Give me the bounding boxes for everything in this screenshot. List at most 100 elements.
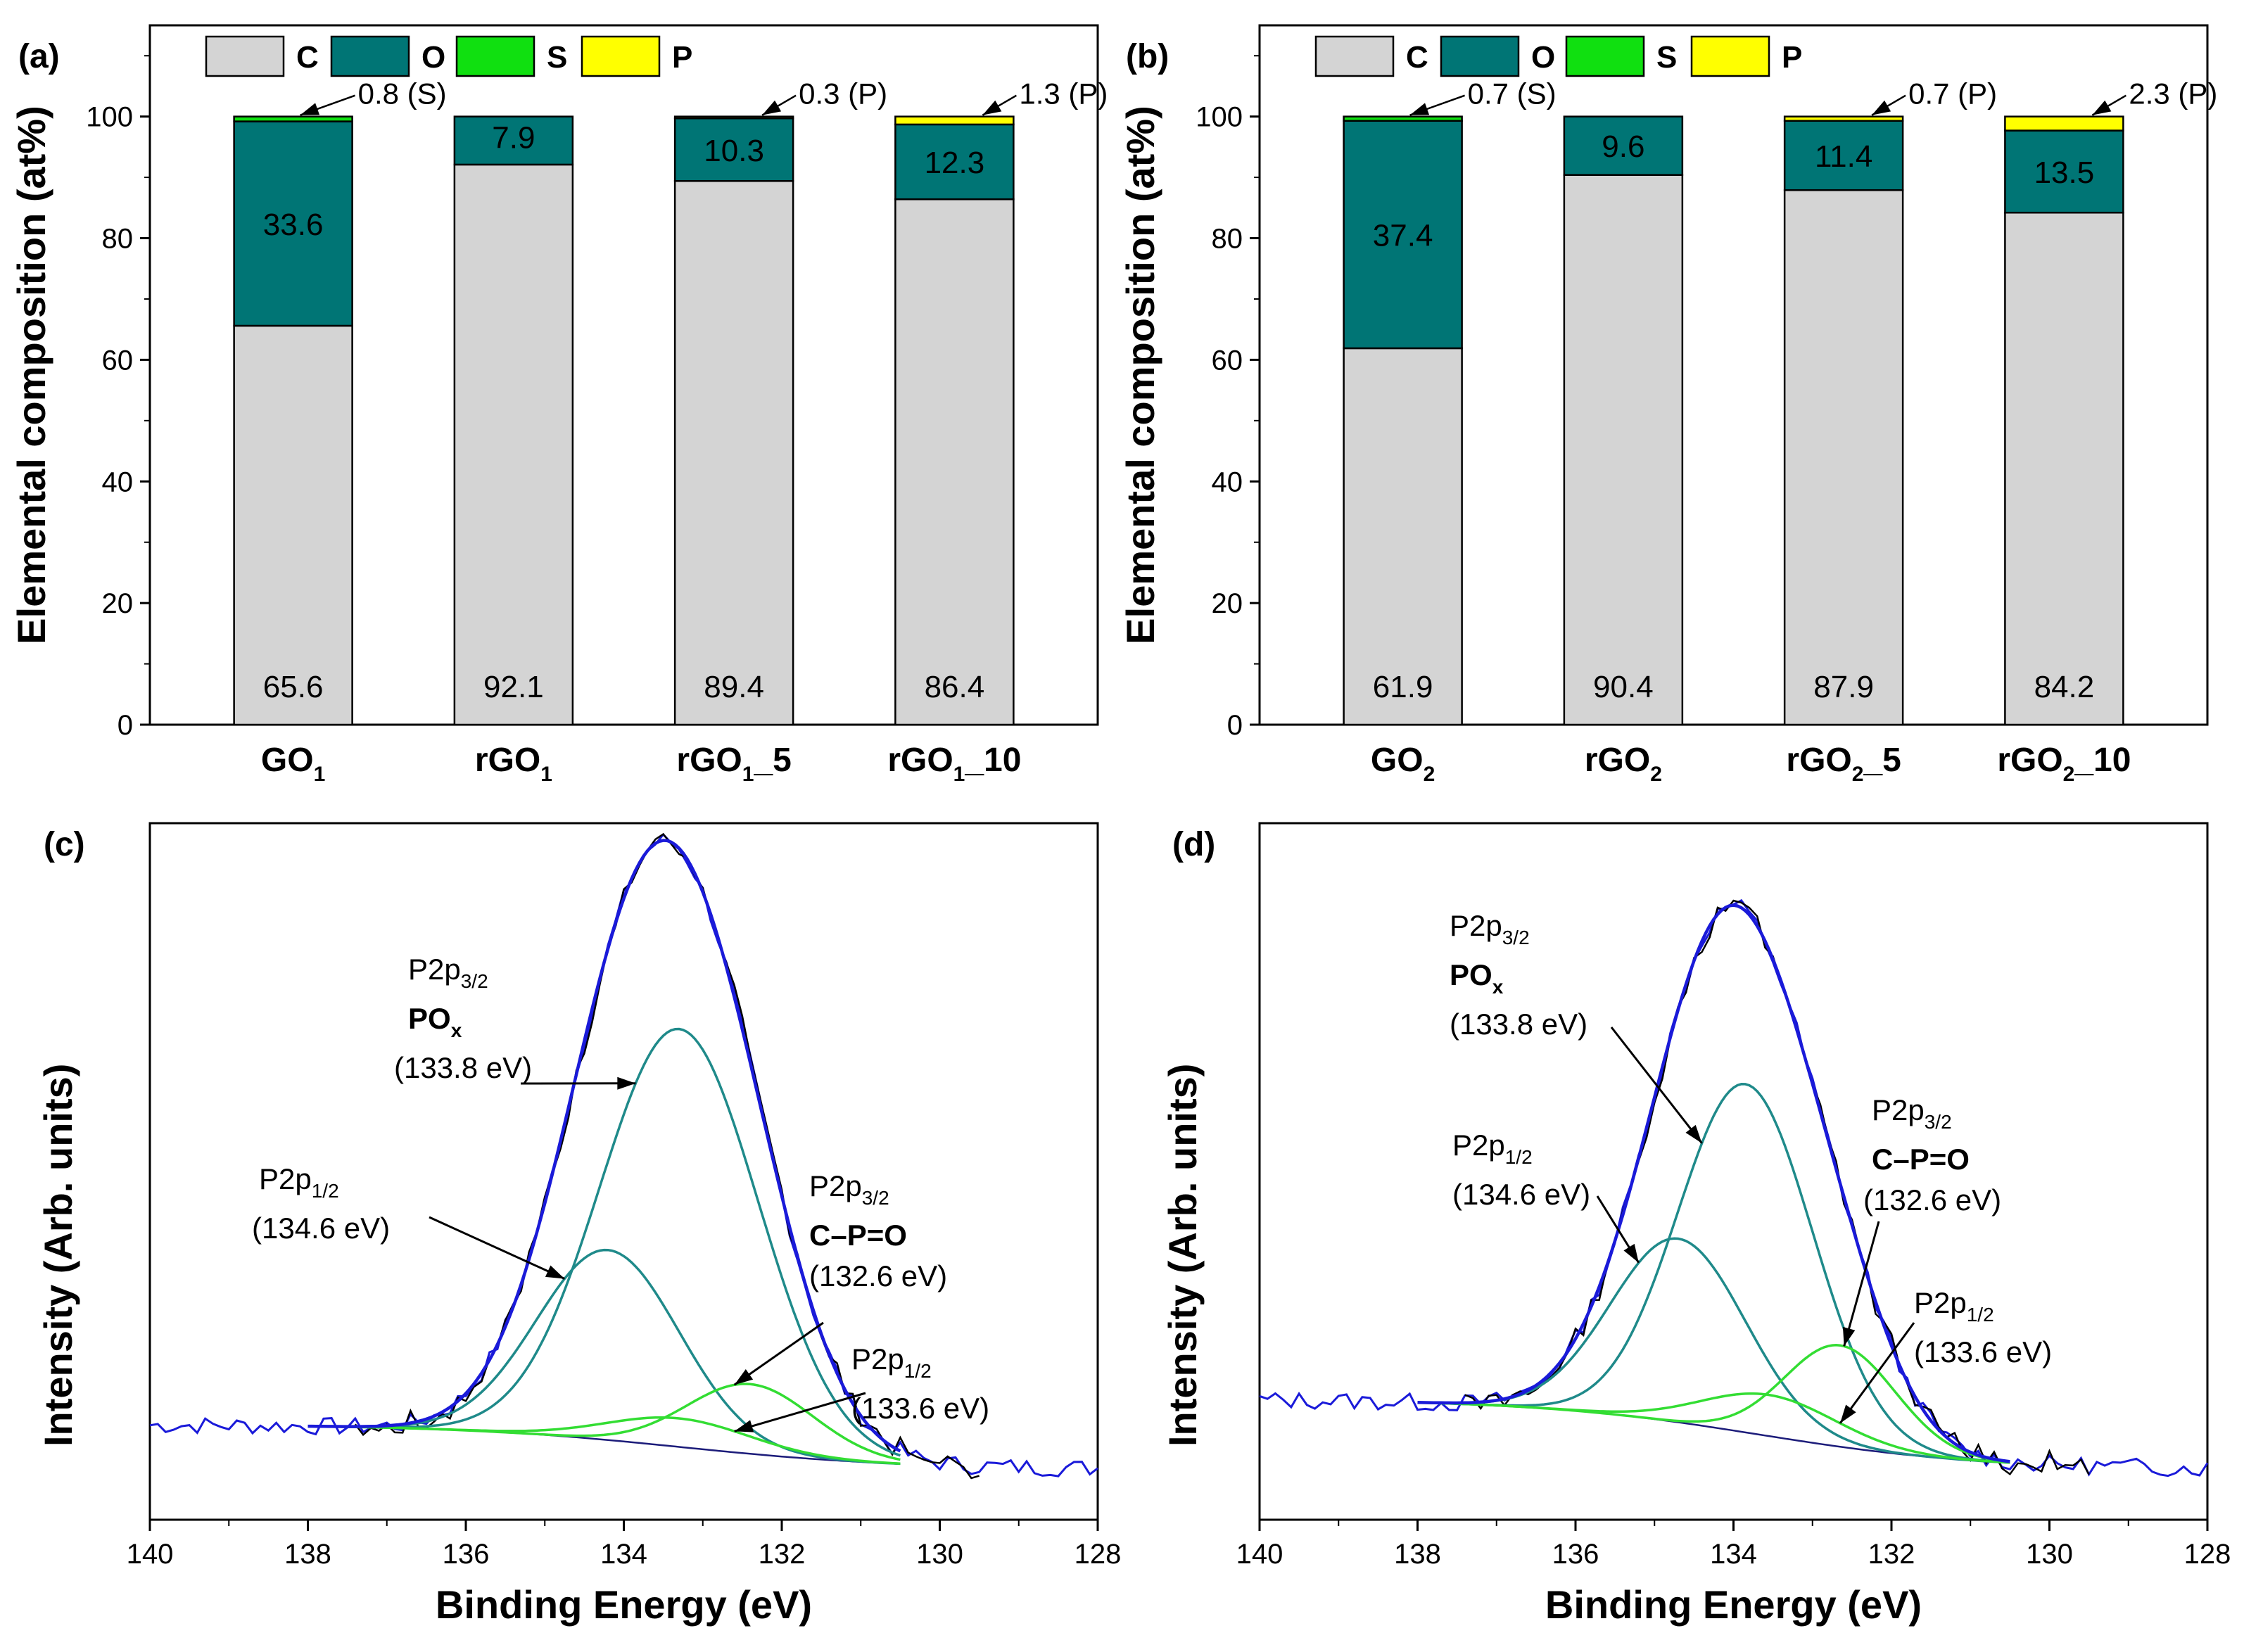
bar-value-label-o: 7.9: [492, 121, 535, 155]
bar-segment-s: [233, 115, 353, 122]
fitted-component-line: [308, 1416, 901, 1465]
annotation-main: (132.6 eV): [1863, 1183, 2001, 1216]
bar-segment-c: [453, 163, 574, 726]
annotation-main: P2p: [851, 1342, 904, 1375]
x-axis-title: Binding Energy (eV): [436, 1582, 812, 1627]
category-suffix: _10: [964, 742, 1021, 779]
annotation-subscript: 1/2: [312, 1180, 339, 1202]
peak-annotation-arrow-line: [734, 1392, 866, 1432]
trace-annotation-label: 0.8 (S): [358, 77, 447, 110]
y-tick-label: 20: [1212, 588, 1243, 619]
legend-swatch-o: [330, 35, 410, 77]
annotation-main: (133.8 eV): [394, 1051, 532, 1084]
bar-value-label-c: 86.4: [925, 670, 985, 704]
bar-value-label-c: 89.4: [704, 670, 764, 704]
bar-value-label-o: 33.6: [263, 208, 324, 242]
panel-label: (d): [1172, 826, 1215, 863]
annotation-subscript: 1/2: [904, 1360, 932, 1382]
y-tick-label: 0: [118, 710, 133, 741]
category-subscript: 1: [953, 763, 965, 786]
x-tick-label: 138: [1394, 1539, 1441, 1570]
bar-segment-c: [233, 324, 353, 726]
peak-annotation: P2p3/2 C–P=O (132.6 eV): [1863, 1093, 2001, 1216]
legend-swatch-p: [581, 35, 661, 77]
annotation-subscript: x: [451, 1019, 462, 1041]
annotation-subscript: 3/2: [1502, 927, 1530, 948]
x-tick-label: 128: [2184, 1539, 2231, 1570]
x-category-label: rGO2_10: [1997, 742, 2131, 786]
peak-annotation: P2p1/2 (133.6 eV): [1914, 1286, 2052, 1368]
x-tick-label: 132: [1868, 1539, 1915, 1570]
annotation-line: (133.8 eV): [1450, 1008, 1587, 1041]
legend-swatch-c: [205, 35, 285, 77]
bar-value-label-o: 11.4: [1815, 139, 1872, 174]
y-tick-label: 0: [1227, 710, 1243, 741]
panel-a-composition-chart: (a) 0 20 40 60 80 100 Elemental composition (at…: [9, 24, 1108, 786]
y-tick-label: 100: [1196, 102, 1243, 133]
annotation-line: P2p1/2: [259, 1162, 339, 1202]
bar-segment-p: [1783, 115, 1904, 122]
annotation-line: (133.6 eV): [1914, 1335, 2052, 1368]
trace-annotation-label: 2.3 (P): [2129, 77, 2217, 110]
fitted-envelope-line: [1417, 903, 2010, 1463]
peak-annotation: P2p3/2 POx (133.8 eV): [1450, 909, 1587, 1041]
bar-value-label-o: 12.3: [925, 146, 985, 180]
bar-value-label-c: 65.6: [263, 670, 324, 704]
annotation-subscript: 3/2: [461, 970, 488, 992]
category-subscript: 2: [1424, 763, 1435, 786]
peak-annotation-arrow-line: [1843, 1221, 1880, 1347]
bar-segment-o: [233, 120, 353, 327]
bar-segment-c: [1343, 347, 1463, 726]
x-tick-label: 140: [127, 1539, 174, 1570]
bar-segment-c: [2004, 211, 2124, 726]
annotation-main: P2p: [1452, 1129, 1505, 1162]
annotation-line: P2p1/2: [1914, 1286, 1994, 1326]
x-category-label: GO1: [261, 742, 325, 786]
category-base: GO: [1371, 742, 1424, 779]
legend-label-p: P: [672, 40, 692, 75]
bar-segment-o: [2004, 129, 2124, 214]
annotation-subscript: 1/2: [1505, 1146, 1533, 1168]
bar-segment-p: [2004, 115, 2124, 132]
annotation-line: P2p3/2: [408, 953, 488, 992]
y-axis-title: Intensity (Arb. units): [1160, 1064, 1205, 1447]
peak-annotation-arrow-head: [617, 1076, 636, 1090]
panel-label: (c): [44, 826, 85, 863]
bar-segment-o: [894, 123, 1015, 201]
category-suffix: _5: [1863, 742, 1901, 779]
x-tick-label: 134: [1710, 1539, 1757, 1570]
bar-value-label-o: 9.6: [1602, 129, 1644, 164]
annotation-main: P2p: [259, 1162, 312, 1195]
trace-annotation-label: 0.7 (S): [1468, 77, 1557, 110]
annotation-main: (132.6 eV): [809, 1259, 947, 1292]
annotation-line: (133.8 eV): [394, 1051, 532, 1084]
trace-annotation-arrow-head: [762, 100, 782, 115]
x-tick-label: 136: [443, 1539, 490, 1570]
annotation-main: (134.6 eV): [1452, 1178, 1590, 1211]
peak-annotation: P2p1/2 (134.6 eV): [1452, 1129, 1590, 1211]
panel-b-composition-chart: (b) 0 20 40 60 80 100 Elemental composition (at…: [1118, 24, 2217, 786]
annotation-main: C–P=O: [1872, 1143, 1970, 1176]
trace-annotation-label: 0.3 (P): [799, 77, 887, 110]
legend-swatch-p: [1690, 35, 1770, 77]
annotation-line: POx: [1450, 958, 1504, 998]
y-tick-label: 20: [102, 588, 134, 619]
bar-segment-c: [673, 180, 794, 726]
legend-label-p: P: [1782, 40, 1802, 75]
y-tick-label: 40: [102, 466, 134, 497]
category-subscript: 2: [1852, 763, 1864, 786]
peak-annotation-arrow-head: [734, 1368, 754, 1385]
trace-annotation-arrow-head: [1872, 100, 1891, 115]
y-axis-title: Elemental composition (at%): [9, 106, 53, 644]
bar-segment-o: [1563, 115, 1684, 176]
fitted-envelope-line: [308, 839, 901, 1453]
x-category-label: rGO2: [1585, 742, 1662, 786]
annotation-line: (133.6 eV): [851, 1392, 989, 1425]
y-tick-label: 80: [1212, 224, 1243, 255]
bar-value-label-c: 90.4: [1593, 670, 1654, 704]
category-subscript: 2: [2063, 763, 2075, 786]
panel-c-xps-spectrum: (c) 140 138 136 134 132 130 128 Binding Energy (…: [36, 822, 1121, 1627]
plot-frame: [1258, 24, 2209, 726]
peak-annotation-arrow-head: [734, 1420, 754, 1432]
